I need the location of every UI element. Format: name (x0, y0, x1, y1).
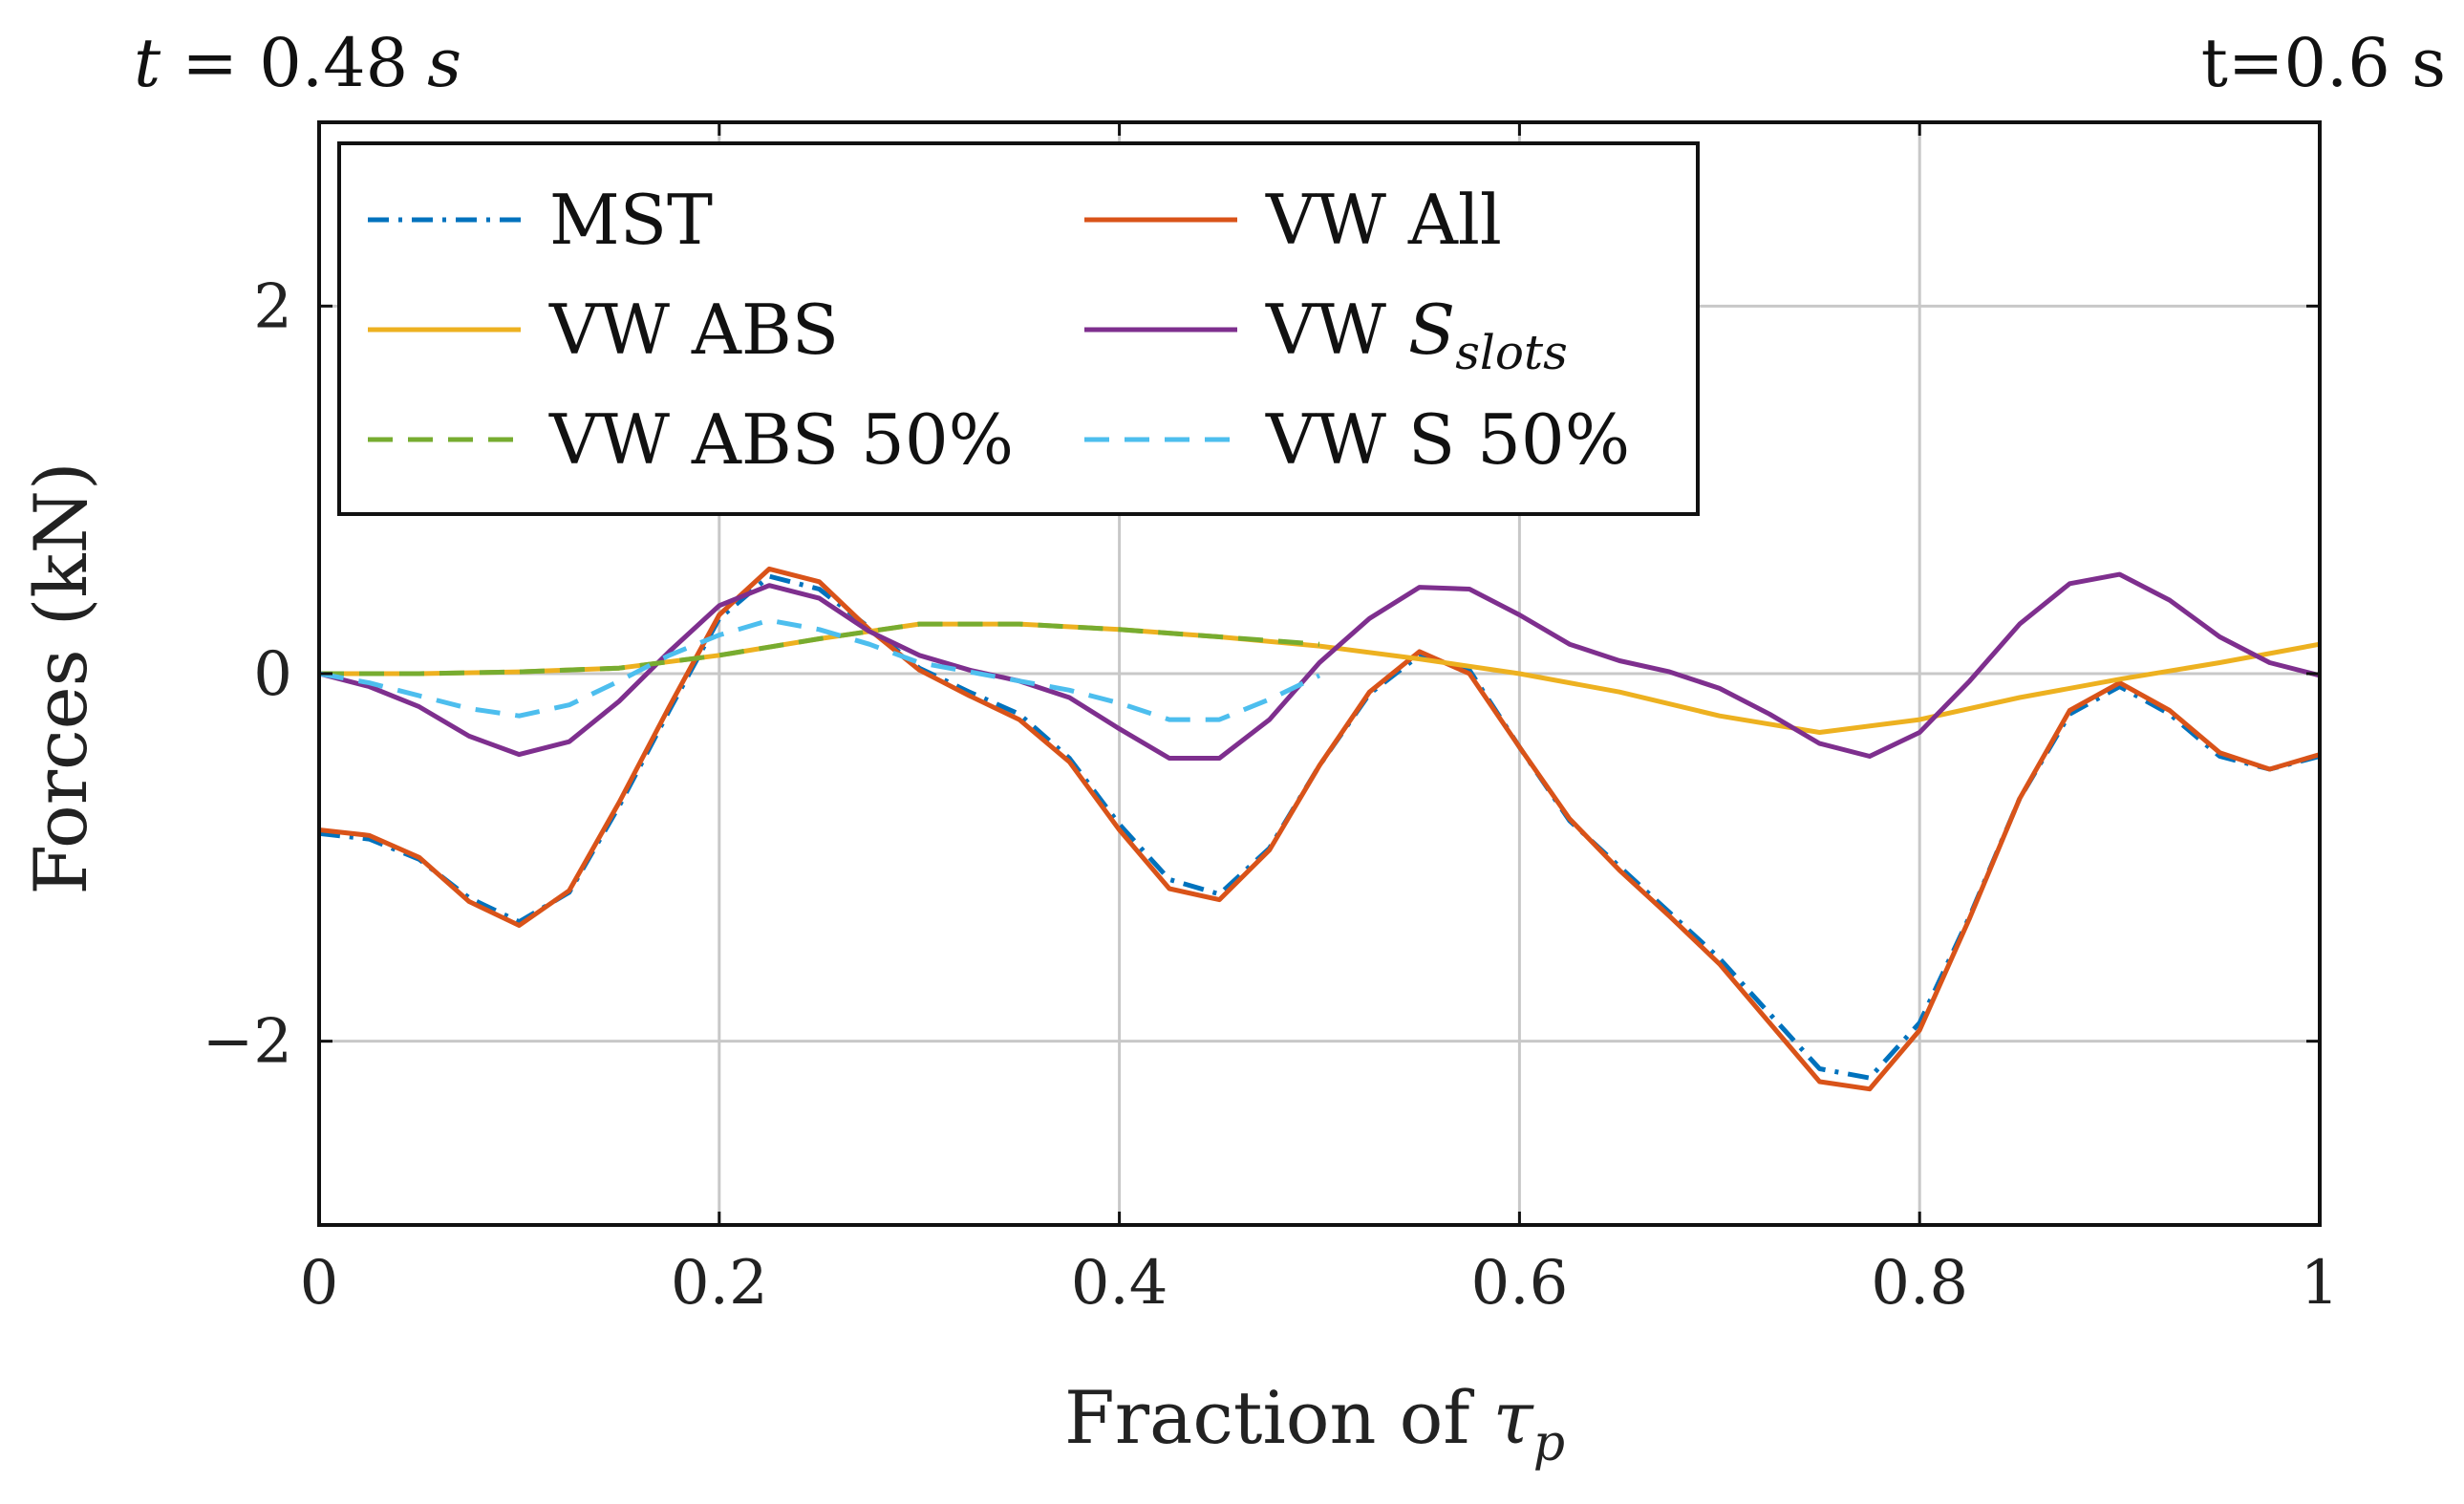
series-lines (318, 566, 2321, 1092)
y-tick-label: 0 (253, 639, 292, 710)
x-tick-label: 0 (300, 1248, 339, 1319)
series-line-vw-s-50- (318, 617, 1321, 722)
x-tick-label: 0.6 (1471, 1248, 1569, 1319)
x-axis-title: Fraction of τp (1064, 1375, 1565, 1472)
x-tick-label: 0.4 (1071, 1248, 1168, 1319)
legend-label: MST (549, 180, 713, 260)
legend-label: VW S 50% (1265, 399, 1630, 480)
x-tick-label: 1 (2301, 1248, 2340, 1319)
x-tick-label: 0.2 (671, 1248, 768, 1319)
axis-ticks: 0 0.2 0.4 0.6 0.8 1 −2 0 2 (203, 122, 2340, 1319)
y-tick-label: −2 (203, 1007, 292, 1078)
legend-box (337, 141, 1700, 516)
legend: MST VW All VW ABS VW Sslots VW ABS 50% VW S 5… (337, 141, 1700, 516)
x-tick-label: 0.8 (1871, 1248, 1968, 1319)
y-axis-title: Forces (kN) (18, 462, 103, 894)
series-line-vw-abs (319, 621, 2321, 735)
legend-label: VW All (1265, 180, 1502, 260)
legend-label: VW Sslots (1265, 290, 1568, 380)
series-line-vw-all (318, 566, 2321, 1092)
series-line-mst (318, 573, 2321, 1081)
time-label-right: t=0.6 s (2201, 24, 2446, 102)
legend-label: VW ABS (548, 290, 839, 370)
series-line-vw-s-slots (318, 571, 2321, 761)
legend-label: VW ABS 50% (548, 399, 1014, 480)
time-label-left: t = 0.48 s (134, 24, 461, 102)
y-tick-label: 2 (253, 271, 292, 342)
series-line-vw-abs-50- (319, 621, 1320, 677)
